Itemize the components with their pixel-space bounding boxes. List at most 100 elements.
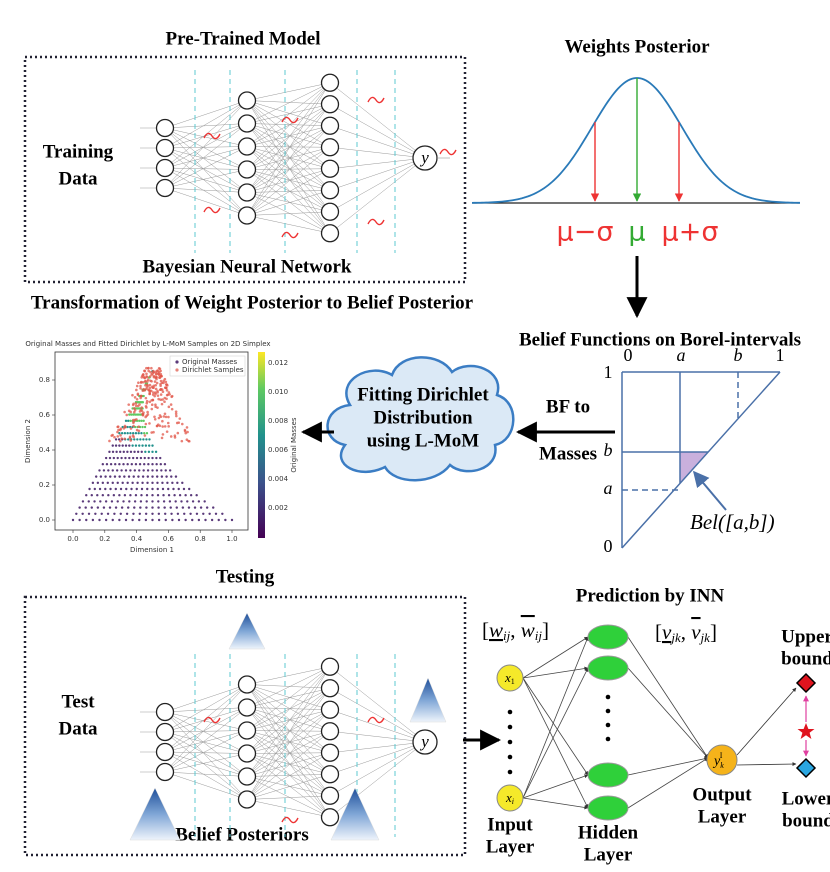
inn-edge <box>522 666 589 679</box>
inset-point <box>134 494 138 497</box>
inset-sample <box>141 413 145 417</box>
inset-point <box>120 456 123 460</box>
colorbar-tick-label: 0.010 <box>268 388 288 396</box>
inn-edge <box>522 636 589 799</box>
inset-point <box>131 413 135 416</box>
edge <box>246 123 331 212</box>
bound-label: Lower <box>782 788 830 809</box>
inset-sample <box>131 403 135 407</box>
inset-sample <box>153 394 156 398</box>
inset-point <box>114 438 118 441</box>
inset-sample <box>147 388 150 392</box>
inset-point <box>151 450 154 454</box>
inset-point <box>106 481 109 485</box>
edge <box>246 774 331 800</box>
inset-point <box>115 469 119 472</box>
edge <box>246 684 331 732</box>
inset-point <box>131 432 135 435</box>
neuron <box>320 657 340 676</box>
inset-point <box>177 518 181 522</box>
edge <box>329 741 426 775</box>
inset-sample <box>158 373 161 377</box>
inset-sample <box>165 386 168 390</box>
inset-point <box>111 481 114 485</box>
inset-point <box>130 463 133 466</box>
inset-sample <box>142 411 145 414</box>
inset-point <box>130 413 133 416</box>
inset-sample <box>154 375 158 379</box>
neuron <box>155 702 175 722</box>
inset-sample <box>154 403 157 406</box>
inset-point <box>101 481 105 485</box>
neuron <box>237 767 257 786</box>
belief-triangle <box>228 612 266 650</box>
inset-point <box>128 413 131 416</box>
inset-point <box>151 469 154 472</box>
edge <box>164 730 248 773</box>
inset-point <box>159 463 162 466</box>
inset-sample <box>129 410 133 414</box>
inset-sample <box>125 413 129 417</box>
inset-point <box>108 456 112 460</box>
inset-point <box>124 456 127 460</box>
inset-sample <box>150 399 153 402</box>
inset-point <box>109 475 112 478</box>
inset-point <box>140 487 144 491</box>
inset-point <box>138 444 141 447</box>
edge <box>246 688 331 754</box>
inset-point <box>123 475 126 478</box>
inset-point <box>147 456 150 460</box>
edge <box>246 707 331 710</box>
inset-sample <box>150 431 153 434</box>
inset-point <box>129 469 132 472</box>
bound-label: bound <box>782 810 830 831</box>
neuron <box>237 675 257 694</box>
inset-sample <box>154 373 158 376</box>
edge <box>246 168 331 216</box>
inset-sample <box>132 421 135 425</box>
edge <box>164 731 248 777</box>
inset-point <box>217 518 220 522</box>
inset-sample <box>154 391 157 394</box>
inset-sample <box>159 415 163 419</box>
inset-point <box>173 494 176 497</box>
inset-point <box>174 475 178 478</box>
inset-point <box>141 425 144 429</box>
nn-connections <box>140 666 426 818</box>
edge <box>246 684 331 775</box>
inset-point <box>115 450 118 454</box>
inset-point <box>133 469 137 472</box>
inset-point <box>155 456 158 460</box>
inset-sample <box>183 428 187 432</box>
inset-point <box>154 450 158 454</box>
inset-point <box>110 500 114 503</box>
tick-label: a <box>604 478 613 498</box>
inset-point <box>151 481 154 485</box>
inset-point <box>104 487 107 491</box>
tilde <box>281 816 299 824</box>
inset-point <box>156 487 159 491</box>
inset-sample <box>116 425 119 429</box>
inset-point <box>137 413 141 416</box>
inset-sample <box>158 367 162 371</box>
legend-marker <box>175 368 179 372</box>
inset-sample <box>151 386 155 390</box>
edge <box>329 688 426 743</box>
inset-point <box>113 475 117 478</box>
inset-point <box>174 500 177 503</box>
inset-point <box>104 475 107 478</box>
inset-point <box>121 481 124 485</box>
inset-point <box>193 506 197 509</box>
inset-point <box>118 444 121 447</box>
inset-point <box>131 456 135 460</box>
inset-point <box>119 450 122 454</box>
inset-point <box>143 463 146 466</box>
colorbar-label: Original Masses <box>290 417 298 473</box>
inset-point <box>141 481 144 485</box>
inn-edge <box>522 667 589 799</box>
inset-point <box>122 450 125 454</box>
nn-connections <box>140 82 426 234</box>
inset-point <box>199 506 203 509</box>
inset-point <box>108 450 111 454</box>
